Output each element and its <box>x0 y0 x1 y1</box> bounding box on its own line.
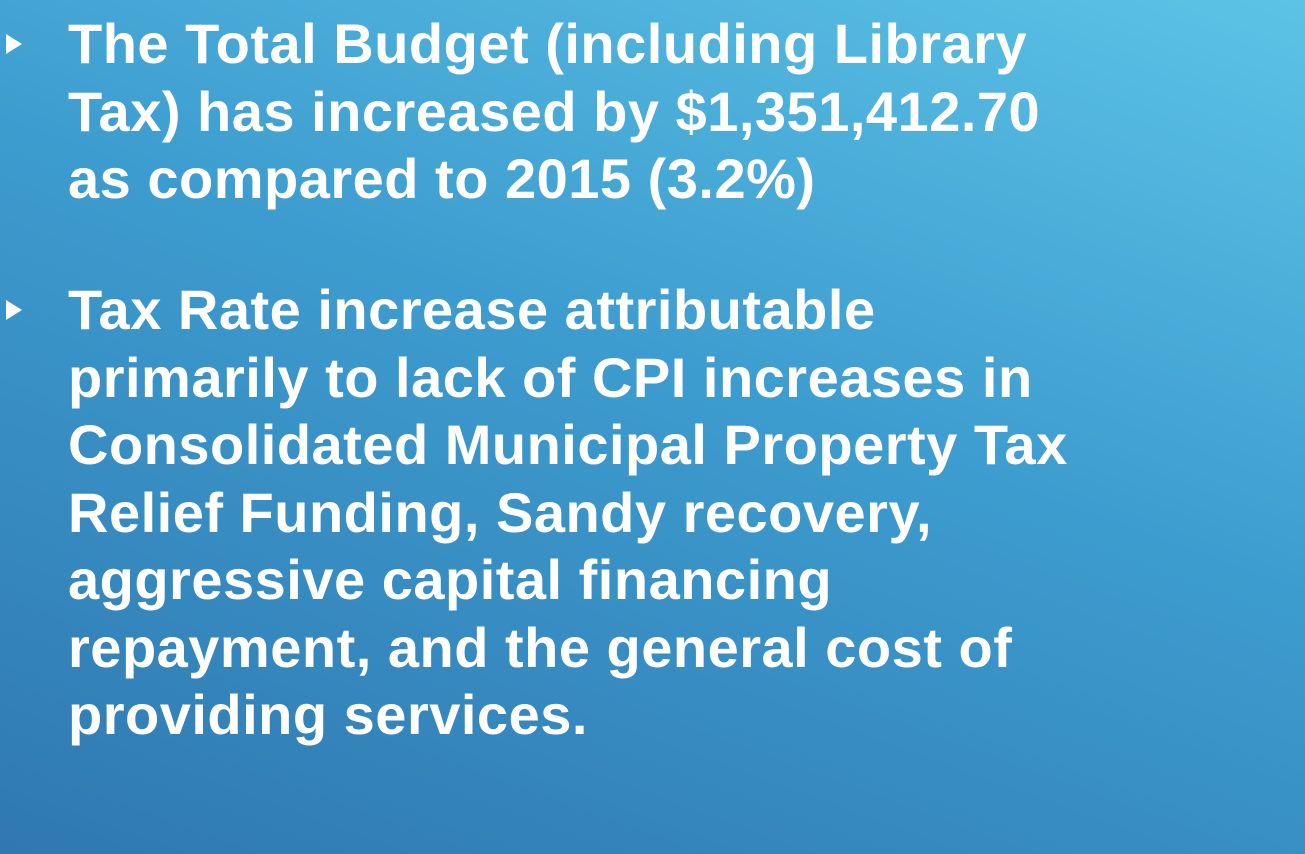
bullet-text-line: providing services. <box>68 683 588 746</box>
bullet-text-line: Relief Funding, Sandy recovery, <box>68 480 933 544</box>
bullet-text-line: The Total Budget (including Library <box>68 12 1028 75</box>
bullet-item: The Total Budget (including Library Tax) … <box>0 10 1305 213</box>
bullet-item: Tax Rate increase attributable primarily … <box>0 276 1305 749</box>
bullet-marker <box>6 300 22 320</box>
bullet-text-line: Tax) has increased by $1,351,412.70 <box>68 79 1041 143</box>
bullet-text-line: aggressive capital financing <box>68 548 833 611</box>
bullet-text-line: as compared to 2015 (3.2%) <box>68 147 816 210</box>
bullet-text-line: Tax Rate increase attributable <box>68 278 876 341</box>
bullet-text-line: Consolidated Municipal Property Tax <box>68 413 1068 476</box>
bullet-text-line: repayment, and the general cost of <box>68 615 1013 679</box>
bullet-marker <box>6 34 22 54</box>
bullet-text-line: primarily to lack of CPI increases in <box>68 345 1033 409</box>
